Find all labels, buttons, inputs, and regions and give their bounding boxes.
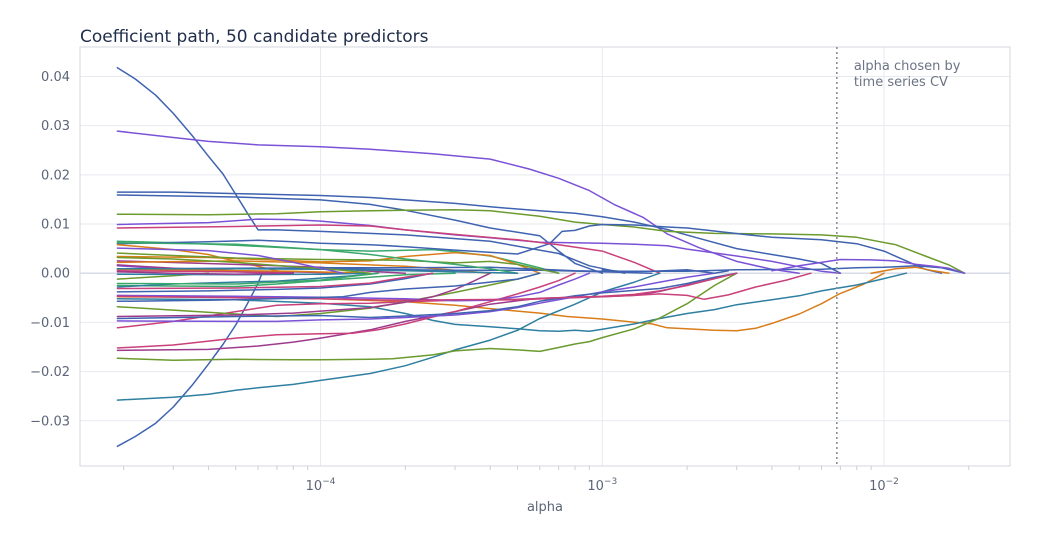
y-tick-label: 0.04 <box>41 70 70 85</box>
coefficient-path-13 <box>116 272 885 332</box>
x-tick-base: 10 <box>587 479 604 494</box>
coefficient-path-10 <box>116 224 661 274</box>
x-tick-base: 10 <box>306 479 323 494</box>
coefficient-path-33 <box>116 268 371 274</box>
x-axis-ticks: 10−4 10−3 10−2 <box>123 466 970 494</box>
coefficient-path-37 <box>116 272 738 320</box>
chart-title: Coefficient path, 50 candidate predictor… <box>80 27 429 47</box>
x-tick-base: 10 <box>869 479 886 494</box>
coefficient-path-41 <box>116 272 379 285</box>
grid <box>80 47 1010 466</box>
x-tick-label: 10−4 <box>306 477 336 494</box>
plot-area-frame <box>79 46 1011 467</box>
x-tick-label: 10−2 <box>869 477 899 494</box>
coefficient-path-42 <box>116 241 519 274</box>
coefficient-path-5 <box>116 194 604 274</box>
y-axis-ticks: −0.03 −0.02 −0.01 0.00 0.01 0.02 0.03 0.04 <box>30 70 70 429</box>
coefficient-path-1 <box>116 66 626 274</box>
coefficient-path-48 <box>116 272 434 293</box>
coefficient-path-38 <box>116 272 591 302</box>
coefficient-path-4 <box>116 191 842 274</box>
x-tick-exponent: −2 <box>886 477 899 487</box>
coefficient-path-46 <box>116 270 295 275</box>
coefficient-path-12 <box>116 251 541 274</box>
x-tick-label: 10−3 <box>587 477 617 494</box>
annotation-line-2: time series CV <box>854 75 948 90</box>
coefficient-path-16 <box>116 272 738 362</box>
coefficient-path-39 <box>116 272 738 302</box>
x-axis-label: alpha <box>527 500 563 515</box>
y-tick-label: 0.01 <box>41 218 70 233</box>
selected-alpha-annotation: alpha chosen by time series CV <box>854 59 965 90</box>
coefficient-path-30 <box>771 258 966 274</box>
coefficient-path-35 <box>116 270 295 274</box>
coefficient-path-45 <box>601 269 730 274</box>
coefficient-path-19 <box>116 272 576 349</box>
coefficient-path-36 <box>116 252 560 274</box>
coefficient-path-22 <box>116 272 456 288</box>
x-tick-exponent: −3 <box>604 477 617 487</box>
coefficient-path-31 <box>870 266 950 274</box>
x-tick-exponent: −4 <box>322 477 336 487</box>
y-tick-label: −0.02 <box>30 365 70 380</box>
coefficient-path-34 <box>116 272 371 276</box>
coefficient-path-9 <box>116 223 943 274</box>
annotation-line-1: alpha chosen by <box>854 59 961 74</box>
coefficient-path-3 <box>116 130 800 274</box>
coefficient-path-14 <box>116 272 661 401</box>
y-tick-label: 0.00 <box>41 267 70 282</box>
coefficient-path-44 <box>116 272 541 303</box>
coefficient-path-43 <box>116 268 519 274</box>
coefficient-path-50 <box>116 247 344 274</box>
coefficient-path-47 <box>116 256 371 274</box>
series-group <box>116 66 966 448</box>
y-tick-label: −0.01 <box>30 316 70 331</box>
coefficient-path-49 <box>116 272 434 290</box>
y-tick-label: 0.03 <box>41 119 70 134</box>
y-tick-label: 0.02 <box>41 168 70 183</box>
coefficient-path-15 <box>116 272 908 333</box>
y-tick-label: −0.03 <box>30 414 70 429</box>
coefficient-path-20 <box>116 272 716 323</box>
